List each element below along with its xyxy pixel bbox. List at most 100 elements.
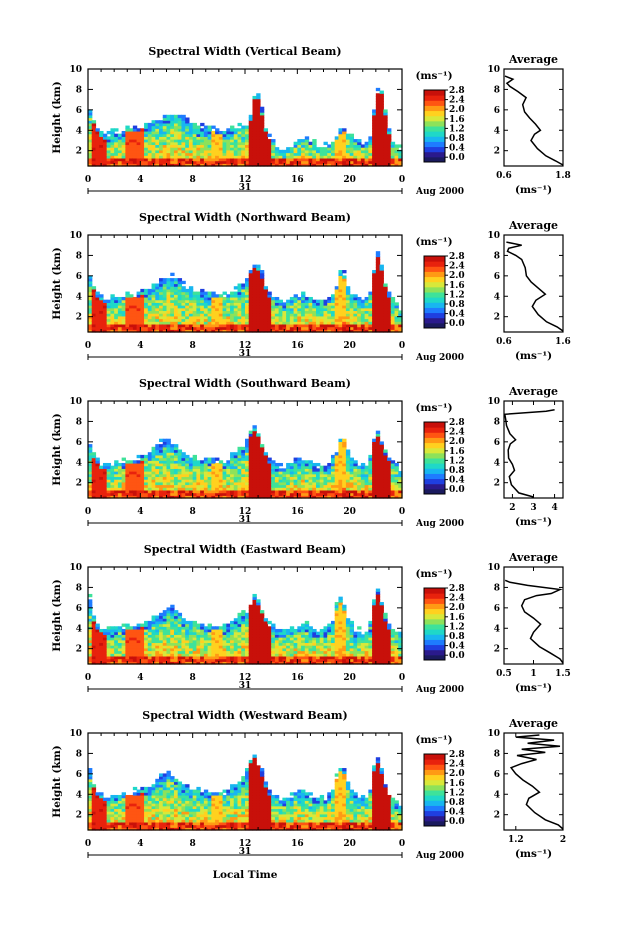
heatmap-cell xyxy=(106,645,112,649)
heatmap-cell xyxy=(230,489,235,494)
heatmap-cell xyxy=(372,446,377,451)
heatmap-cell xyxy=(192,125,198,129)
heatmap-cell xyxy=(162,653,168,657)
heatmap-cell xyxy=(372,122,377,127)
heatmap-cell xyxy=(375,457,381,461)
heatmap-cell xyxy=(170,313,175,317)
heatmap-cell xyxy=(173,155,179,159)
heatmap-cell xyxy=(102,639,108,644)
heatmap-cell xyxy=(259,476,265,480)
heatmap-cell xyxy=(125,321,130,325)
heatmap-cell xyxy=(211,661,216,665)
heatmap-cell xyxy=(372,489,377,494)
heatmap-cell xyxy=(308,147,313,151)
heatmap-cell xyxy=(390,468,396,472)
heatmap-cell xyxy=(162,280,168,285)
heatmap-cell xyxy=(162,623,168,627)
heatmap-cell xyxy=(147,329,153,333)
heatmap-cell xyxy=(252,133,257,137)
heatmap-cell xyxy=(170,446,175,451)
heatmap-cell xyxy=(222,487,227,491)
heatmap-cell xyxy=(383,321,388,325)
heatmap-cell xyxy=(188,326,194,330)
heatmap-cell xyxy=(159,310,164,314)
heatmap-cell xyxy=(155,489,160,494)
colorbar-segment xyxy=(424,95,445,101)
heatmap-cell xyxy=(99,318,104,322)
heatmap-cell xyxy=(95,655,100,660)
heatmap-cell xyxy=(140,637,145,641)
heatmap-cell xyxy=(364,152,369,156)
heatmap-cell xyxy=(185,465,190,469)
heatmap-cell xyxy=(207,329,212,333)
heatmap-cell xyxy=(162,481,168,486)
heatmap-cell xyxy=(173,160,179,164)
heatmap-cell xyxy=(379,95,384,100)
heatmap-cell xyxy=(368,294,373,298)
heatmap-cell xyxy=(383,460,388,464)
heatmap-cell xyxy=(259,307,265,312)
colorbar-segment xyxy=(424,256,445,262)
heatmap-cell xyxy=(91,634,97,638)
heatmap-cell xyxy=(218,130,224,135)
heatmap-cell xyxy=(177,476,183,480)
heatmap-cell xyxy=(293,460,298,464)
heatmap-cell xyxy=(301,310,306,314)
heatmap-cell xyxy=(256,313,261,317)
heatmap-cell xyxy=(91,473,97,478)
heatmap-cell xyxy=(177,658,183,662)
heatmap-cell xyxy=(245,642,250,646)
heatmap-cell xyxy=(188,462,194,467)
heatmap-cell xyxy=(387,149,392,154)
heatmap-cell xyxy=(106,136,112,140)
heatmap-cell xyxy=(278,329,283,333)
heatmap-cell xyxy=(271,487,276,491)
heatmap-cell xyxy=(230,305,235,309)
heatmap-cell xyxy=(241,642,246,646)
colorbar-segment xyxy=(424,422,445,428)
heatmap-cell xyxy=(383,152,388,156)
heatmap-cell xyxy=(349,484,355,488)
heatmap-cell xyxy=(192,302,198,306)
heatmap-cell xyxy=(110,305,115,309)
heatmap-cell xyxy=(330,495,336,499)
heatmap-cell xyxy=(129,313,134,317)
heatmap-cell xyxy=(200,155,205,159)
heatmap-cell xyxy=(88,465,93,469)
heatmap-cell xyxy=(91,460,97,464)
heatmap-cell xyxy=(177,620,183,625)
heatmap-cell xyxy=(144,157,149,162)
heatmap-cell xyxy=(155,147,160,151)
heatmap-cell xyxy=(166,642,171,646)
heatmap-cell xyxy=(248,462,254,467)
heatmap-cell xyxy=(177,460,183,464)
y-axis-label: Height (km) xyxy=(51,247,63,319)
heatmap-cell xyxy=(282,492,287,496)
heatmap-cell xyxy=(207,294,212,298)
heatmap-cell xyxy=(286,329,291,333)
heatmap-cell xyxy=(181,130,186,135)
heatmap-cell xyxy=(248,318,254,322)
heatmap-cell xyxy=(308,144,313,148)
heatmap-cell xyxy=(181,323,186,328)
heatmap-cell xyxy=(308,465,313,469)
heatmap-cell xyxy=(162,465,168,469)
heatmap-cell xyxy=(245,288,250,293)
heatmap-cell xyxy=(334,141,340,146)
heatmap-cell xyxy=(129,155,134,159)
heatmap-cell xyxy=(360,476,366,480)
heatmap-cell xyxy=(185,307,190,312)
heatmap-cell xyxy=(375,122,381,127)
heatmap-cell xyxy=(327,492,332,496)
heatmap-cell xyxy=(140,313,145,317)
heatmap-cell xyxy=(125,160,130,164)
heatmap-cell xyxy=(319,484,325,488)
heatmap-cell xyxy=(372,299,377,303)
heatmap-cell xyxy=(129,294,134,298)
heatmap-cell xyxy=(226,639,231,644)
heatmap-cell xyxy=(372,288,377,293)
heatmap-cell xyxy=(252,315,257,320)
heatmap-cell xyxy=(181,280,186,285)
heatmap-cell xyxy=(102,647,108,652)
heatmap-cell xyxy=(252,125,257,129)
